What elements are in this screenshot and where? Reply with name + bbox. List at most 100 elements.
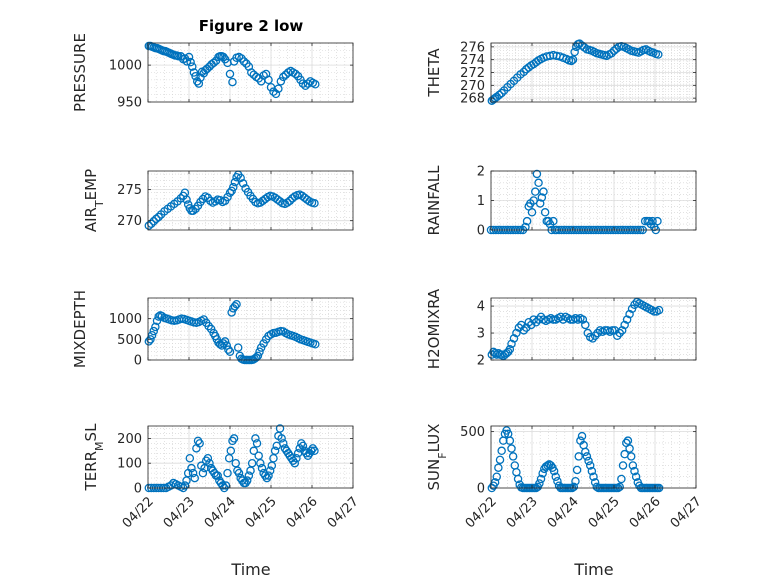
data-point (256, 343, 266, 352)
data-point (549, 216, 558, 226)
data-point (190, 473, 199, 483)
data-point (225, 347, 235, 356)
data-point (213, 471, 222, 480)
data-point (202, 64, 212, 74)
data-point (505, 344, 515, 354)
data-point (290, 458, 300, 468)
data-point (505, 436, 515, 445)
y-tick-label: 500 (117, 333, 142, 348)
data-point (279, 439, 288, 448)
data-point (521, 222, 530, 232)
series-air_temp (144, 170, 319, 230)
data-point (570, 47, 579, 57)
y-tick-label: 0 (477, 482, 485, 497)
data-point (584, 456, 593, 466)
data-point (590, 331, 600, 340)
data-point (242, 476, 252, 485)
y-tick-label: 270 (460, 79, 485, 94)
y-tick-label: 500 (460, 425, 485, 440)
data-point (549, 466, 559, 476)
data-point (194, 79, 204, 88)
data-point (519, 326, 529, 335)
data-point (311, 80, 320, 89)
data-point (244, 471, 254, 480)
axes-box (147, 42, 354, 103)
data-point (230, 302, 240, 311)
y-tick-label: 1000 (109, 59, 142, 74)
data-point (270, 446, 280, 456)
data-point (221, 481, 231, 490)
data-point (253, 351, 263, 361)
data-point (543, 461, 552, 470)
data-point (311, 340, 320, 349)
data-point (234, 468, 244, 478)
data-point (615, 482, 624, 492)
data-point (292, 453, 301, 463)
data-point (180, 481, 190, 490)
data-point (507, 339, 516, 349)
data-point (507, 444, 516, 453)
y-axis-label: MIXDEPTH (71, 290, 89, 368)
data-point (230, 177, 240, 187)
data-point (185, 453, 195, 463)
data-point (149, 326, 158, 336)
panel-mixdepth: 0 500 1000 MIXDEPTH (71, 290, 354, 369)
data-point (628, 461, 638, 470)
axes-box (147, 170, 354, 231)
data-point (271, 89, 281, 99)
data-point (568, 55, 578, 64)
data-point (622, 315, 632, 324)
data-point (587, 466, 597, 476)
data-point (522, 323, 531, 332)
data-point (232, 299, 241, 309)
series-h2omixra (487, 297, 664, 361)
figure-title: Figure 2 low (199, 17, 304, 35)
data-point (191, 71, 200, 81)
data-point (239, 57, 249, 66)
data-point (526, 320, 536, 330)
y-tick-label: 4 (477, 300, 485, 315)
series-pressure (144, 41, 320, 99)
y-tick-label: 200 (117, 432, 142, 447)
data-point (223, 192, 232, 202)
y-tick-label: 3 (477, 327, 485, 342)
data-point (567, 56, 576, 66)
y-tick-label: 268 (460, 92, 485, 107)
data-point (522, 216, 532, 226)
data-point (497, 446, 506, 456)
axes-box (147, 297, 354, 361)
data-point (531, 318, 541, 327)
data-point (569, 482, 579, 492)
data-point (649, 307, 659, 316)
data-point (154, 312, 163, 321)
data-point (577, 431, 587, 441)
y-tick-label: 0 (134, 482, 142, 497)
data-point (617, 326, 627, 335)
data-point (517, 320, 526, 330)
data-point (252, 439, 262, 448)
data-point (648, 216, 657, 226)
data-point (620, 320, 629, 330)
data-point (255, 347, 264, 356)
data-point (226, 446, 236, 456)
data-point (228, 77, 237, 87)
data-point (536, 312, 546, 322)
data-point (571, 476, 580, 486)
axes-box (490, 297, 697, 361)
data-point (264, 471, 273, 480)
data-point (279, 72, 288, 82)
data-point (538, 469, 547, 478)
data-point (497, 88, 506, 98)
data-point (549, 315, 558, 324)
data-point (184, 52, 194, 62)
data-point (149, 217, 158, 226)
data-point (275, 424, 285, 433)
data-point (225, 69, 235, 79)
data-point (490, 478, 500, 487)
data-point (630, 466, 639, 476)
data-point (519, 67, 529, 77)
data-point (291, 69, 300, 79)
data-point (247, 458, 257, 468)
data-point (582, 452, 592, 461)
